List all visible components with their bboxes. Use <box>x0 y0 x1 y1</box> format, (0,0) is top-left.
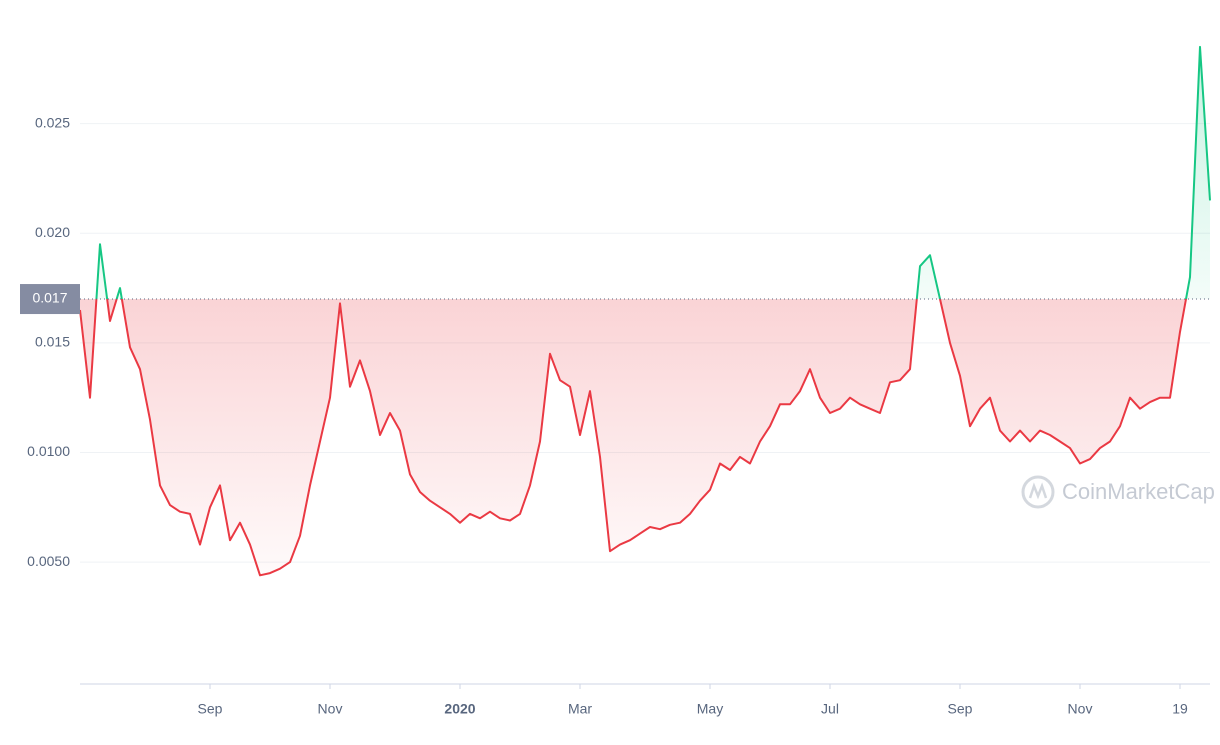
y-tick-label: 0.0050 <box>27 553 70 569</box>
y-tick-label: 0.025 <box>35 114 70 130</box>
x-tick-label: Sep <box>948 701 973 717</box>
x-tick-label: Nov <box>318 701 343 717</box>
y-tick-label: 0.015 <box>35 334 70 350</box>
x-tick-label: 19 <box>1172 701 1188 717</box>
reference-label-box <box>20 284 80 315</box>
x-tick-label: Nov <box>1068 701 1093 717</box>
y-tick-label: 0.0100 <box>27 443 70 459</box>
x-tick-label: 2020 <box>444 701 475 717</box>
watermark-logo <box>1021 475 1055 509</box>
x-tick-label: May <box>697 701 723 717</box>
y-tick-label: 0.020 <box>35 224 70 240</box>
x-tick-label: Jul <box>821 701 839 717</box>
reference-label: 0.017 <box>32 290 67 306</box>
price-line <box>79 45 1211 577</box>
x-tick-label: Sep <box>198 701 223 717</box>
watermark: CoinMarketCap <box>1062 479 1215 504</box>
area-fill <box>80 46 1210 576</box>
x-tick-label: Mar <box>568 701 592 717</box>
